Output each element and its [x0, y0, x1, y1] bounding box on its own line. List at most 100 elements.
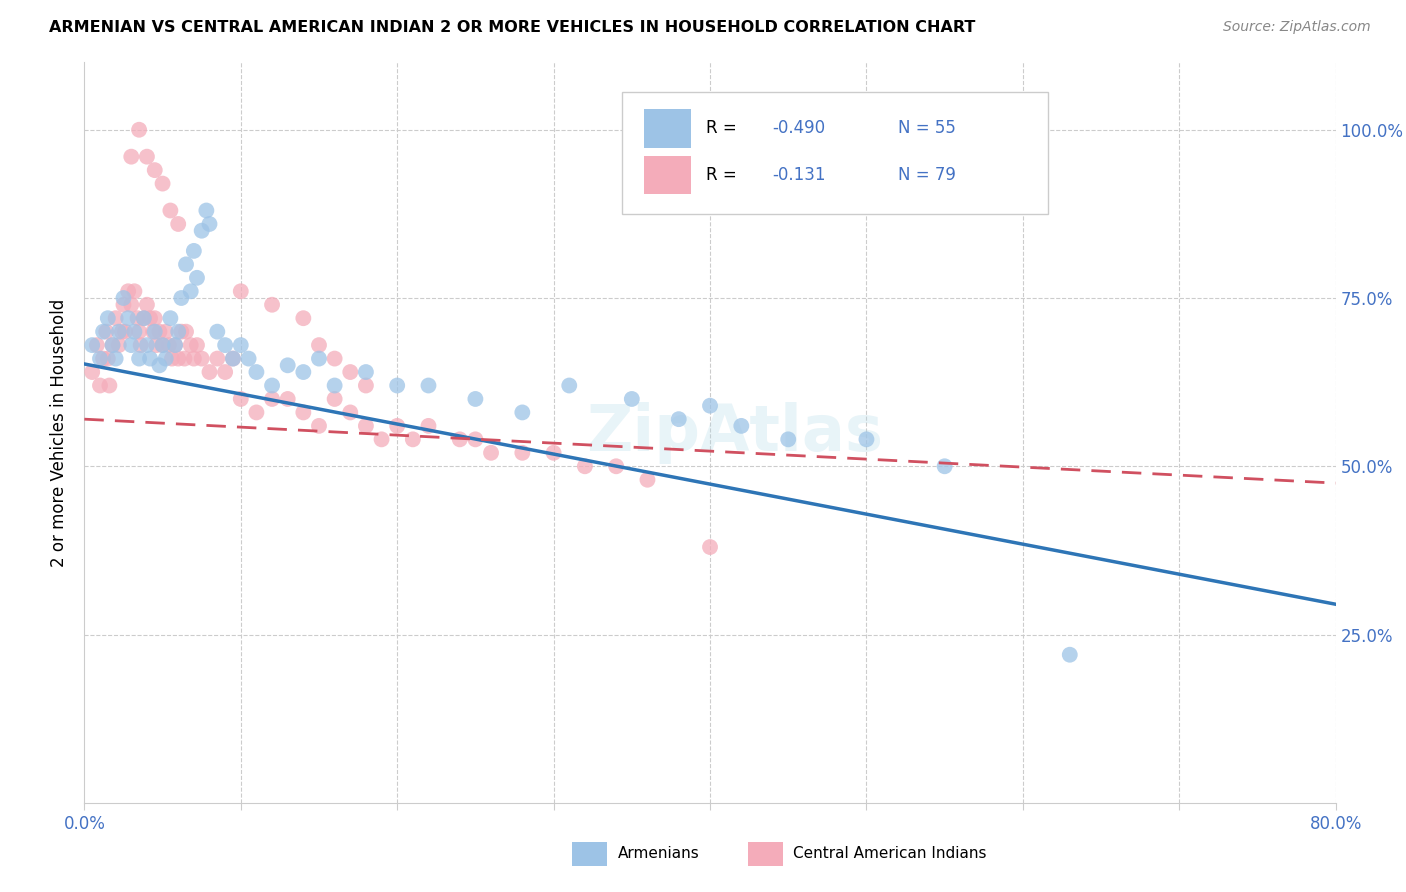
Point [195, 203, 218, 218]
Point [730, 418, 752, 433]
Point [620, 392, 643, 406]
Point [128, 325, 150, 339]
Point [574, 459, 596, 474]
Point [174, 325, 197, 339]
Point [402, 433, 425, 447]
Point [101, 338, 124, 352]
Text: Source: ZipAtlas.com: Source: ZipAtlas.com [1223, 20, 1371, 34]
Bar [748, 842, 783, 866]
Point [127, 311, 149, 326]
Point [198, 365, 221, 379]
Point [97, 351, 120, 366]
Point [112, 291, 135, 305]
Text: ARMENIAN VS CENTRAL AMERICAN INDIAN 2 OR MORE VEHICLES IN HOUSEHOLD CORRELATION : ARMENIAN VS CENTRAL AMERICAN INDIAN 2 OR… [49, 20, 976, 35]
Point [418, 378, 440, 392]
Point [180, 285, 202, 299]
Point [91, 325, 114, 339]
Point [174, 257, 197, 271]
Point [107, 325, 129, 339]
Point [139, 351, 162, 366]
Point [238, 351, 260, 366]
Point [160, 351, 183, 366]
Point [699, 399, 721, 413]
Point [142, 325, 165, 339]
Point [543, 446, 565, 460]
Point [245, 405, 267, 419]
Point [157, 338, 180, 352]
Point [143, 325, 166, 339]
Text: R =: R = [706, 120, 742, 137]
Point [96, 325, 118, 339]
Point [339, 405, 361, 419]
Point [104, 311, 127, 326]
Bar [644, 156, 692, 194]
Point [323, 378, 346, 392]
Point [114, 325, 136, 339]
FancyBboxPatch shape [623, 92, 1047, 214]
Point [449, 433, 471, 447]
Point [89, 378, 111, 392]
Point [229, 392, 252, 406]
Point [167, 325, 190, 339]
Bar [644, 109, 692, 147]
Point [112, 298, 135, 312]
Point [128, 351, 150, 366]
Point [292, 311, 315, 326]
Point [89, 351, 111, 366]
Point [558, 378, 581, 392]
Point [370, 433, 392, 447]
Point [262, 392, 284, 406]
Point [155, 351, 177, 366]
Point [385, 418, 409, 433]
Point [277, 392, 299, 406]
Point [97, 311, 120, 326]
Point [183, 351, 205, 366]
Point [354, 378, 377, 392]
Point [98, 378, 121, 392]
Point [117, 311, 139, 326]
Point [354, 365, 377, 379]
Point [479, 446, 502, 460]
Point [155, 325, 177, 339]
Point [339, 365, 361, 379]
Point [214, 338, 236, 352]
Point [778, 433, 800, 447]
Point [308, 351, 330, 366]
Point [186, 270, 208, 285]
Point [222, 351, 245, 366]
Point [136, 150, 159, 164]
Text: N = 55: N = 55 [898, 120, 956, 137]
Point [207, 351, 229, 366]
Point [190, 351, 212, 366]
Point [385, 378, 409, 392]
Point [124, 325, 146, 339]
Point [136, 298, 159, 312]
Bar [572, 842, 607, 866]
Point [170, 325, 193, 339]
Point [143, 311, 166, 326]
Text: Armenians: Armenians [617, 847, 699, 862]
Point [186, 338, 208, 352]
Text: ZipAtlas: ZipAtlas [586, 401, 883, 464]
Point [173, 351, 195, 366]
Point [229, 285, 252, 299]
Text: N = 79: N = 79 [898, 166, 956, 184]
Point [120, 298, 142, 312]
Point [464, 433, 486, 447]
Point [183, 244, 205, 258]
Point [139, 311, 162, 326]
Point [132, 311, 155, 326]
Point [222, 351, 245, 366]
Point [262, 298, 284, 312]
Point [855, 433, 877, 447]
Point [152, 177, 174, 191]
Point [934, 459, 956, 474]
Point [512, 405, 534, 419]
Point [167, 351, 190, 366]
Point [91, 351, 114, 366]
Point [214, 365, 236, 379]
Point [418, 418, 440, 433]
Point [82, 338, 104, 352]
Point [86, 338, 108, 352]
Point [198, 217, 221, 231]
